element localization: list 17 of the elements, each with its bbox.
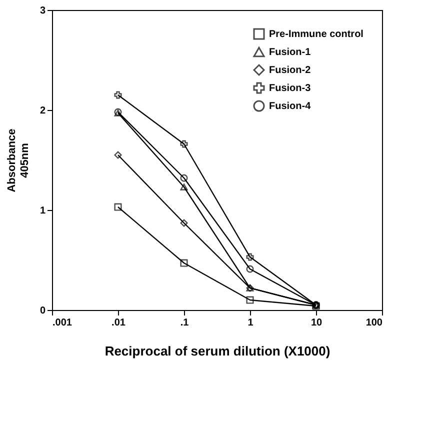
x-axis-title: Reciprocal of serum dilution (X1000) (104, 344, 330, 358)
y-tick-label: 1 (40, 206, 46, 216)
x-tick-label: 100 (366, 318, 383, 328)
x-tick-label: .001 (52, 318, 72, 328)
legend-label: Pre-Immune control (269, 29, 364, 40)
y-tick-label: 2 (40, 106, 46, 116)
x-tick-label: 10 (310, 318, 322, 328)
legend-label: Fusion-3 (269, 83, 312, 94)
x-tick-label: .1 (180, 318, 190, 328)
x-tick-label: 1 (248, 318, 254, 328)
y-axis-title: Absorbance 405nm (6, 128, 31, 192)
legend-label: Fusion-4 (269, 101, 312, 112)
legend-label: Fusion-2 (269, 65, 312, 76)
y-tick-label: 0 (40, 306, 46, 316)
y-tick-label: 3 (40, 6, 46, 16)
legend-label: Fusion-1 (269, 47, 312, 58)
x-tick-label: .01 (112, 318, 126, 328)
